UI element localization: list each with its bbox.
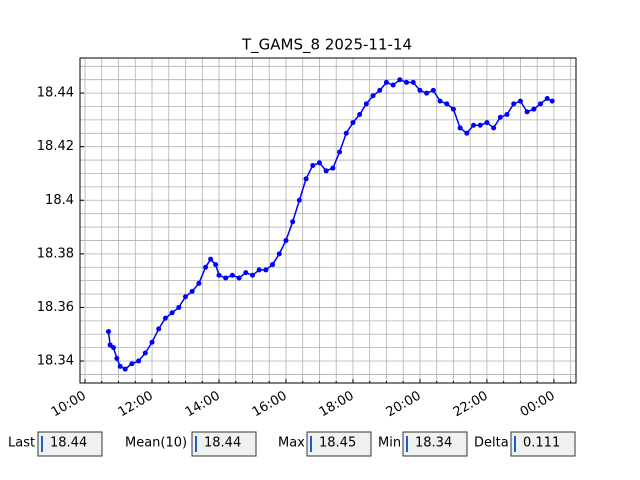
data-point	[256, 267, 262, 273]
data-point	[404, 79, 410, 85]
chart-title: T_GAMS_8 2025-11-14	[241, 36, 412, 55]
data-point	[437, 98, 443, 104]
data-point	[263, 267, 269, 273]
data-point	[390, 82, 396, 88]
data-point	[136, 358, 142, 364]
y-tick-label: 18.44	[37, 86, 74, 101]
data-point	[363, 101, 369, 107]
data-point	[377, 87, 383, 93]
data-point	[107, 342, 113, 348]
data-point	[337, 149, 343, 155]
data-point	[249, 272, 255, 278]
data-point	[117, 363, 123, 369]
data-point	[511, 101, 517, 107]
data-point	[531, 106, 537, 112]
data-point	[537, 101, 543, 107]
field-label: Delta	[474, 436, 509, 451]
field-value: 18.34	[415, 436, 452, 451]
data-point	[189, 288, 195, 294]
data-point	[549, 98, 555, 104]
data-point	[129, 361, 135, 367]
y-tick-label: 18.38	[37, 246, 74, 261]
data-point	[310, 162, 316, 168]
data-point	[544, 95, 550, 101]
data-point	[110, 345, 116, 351]
data-point	[484, 120, 490, 126]
data-point	[343, 130, 349, 136]
data-point	[182, 294, 188, 300]
data-point	[105, 329, 111, 335]
data-point	[229, 272, 235, 278]
data-point	[149, 339, 155, 345]
data-point	[397, 77, 403, 83]
data-point	[196, 280, 202, 286]
field-box[interactable]	[191, 431, 257, 457]
data-point	[430, 87, 436, 93]
data-point	[357, 112, 363, 118]
field-box[interactable]	[402, 431, 468, 457]
data-point	[464, 130, 470, 136]
data-point	[524, 109, 530, 115]
y-tick-label: 18.36	[37, 300, 74, 315]
field-value: 0.111	[523, 436, 560, 451]
field-value: 18.44	[50, 436, 87, 451]
data-point	[471, 122, 477, 128]
y-tick-label: 18.34	[37, 354, 74, 369]
y-tick-label: 18.42	[37, 139, 74, 154]
data-point	[290, 219, 296, 225]
plot-frame	[79, 57, 577, 384]
data-point	[122, 366, 128, 372]
field-label: Last	[8, 436, 35, 451]
data-point	[270, 262, 276, 268]
field-value: 18.44	[204, 436, 241, 451]
data-point	[243, 270, 249, 276]
data-point	[350, 120, 356, 126]
field-box[interactable]	[37, 431, 103, 457]
data-point	[410, 79, 416, 85]
data-point	[330, 165, 336, 171]
data-point	[296, 197, 302, 203]
data-point	[517, 98, 523, 104]
data-point	[156, 326, 162, 332]
field-label: Max	[278, 436, 305, 451]
data-point	[203, 264, 209, 270]
data-point	[303, 176, 309, 182]
data-point	[424, 90, 430, 96]
data-point	[283, 237, 289, 243]
field-value: 18.45	[319, 436, 356, 451]
field-label: Min	[378, 436, 401, 451]
data-point	[417, 87, 423, 93]
data-point	[208, 256, 214, 262]
y-tick-label: 18.4	[45, 193, 74, 208]
data-point	[444, 101, 450, 107]
field-box[interactable]	[306, 431, 372, 457]
data-point	[276, 251, 282, 257]
data-point	[236, 275, 242, 281]
data-point	[169, 310, 175, 316]
data-point	[323, 168, 329, 174]
data-point	[114, 355, 120, 361]
data-point	[450, 106, 456, 112]
data-point	[457, 125, 463, 131]
data-point	[477, 122, 483, 128]
field-label: Mean(10)	[125, 436, 187, 451]
data-point	[383, 79, 389, 85]
data-point	[142, 350, 148, 356]
data-point	[491, 125, 497, 131]
data-point	[216, 272, 222, 278]
data-point	[370, 93, 376, 99]
field-box[interactable]	[510, 431, 576, 457]
data-point	[316, 160, 322, 166]
data-point	[223, 275, 229, 281]
data-point	[176, 304, 182, 310]
data-point	[213, 262, 219, 268]
data-point	[162, 315, 168, 321]
data-point	[504, 112, 510, 118]
data-point	[497, 114, 503, 120]
